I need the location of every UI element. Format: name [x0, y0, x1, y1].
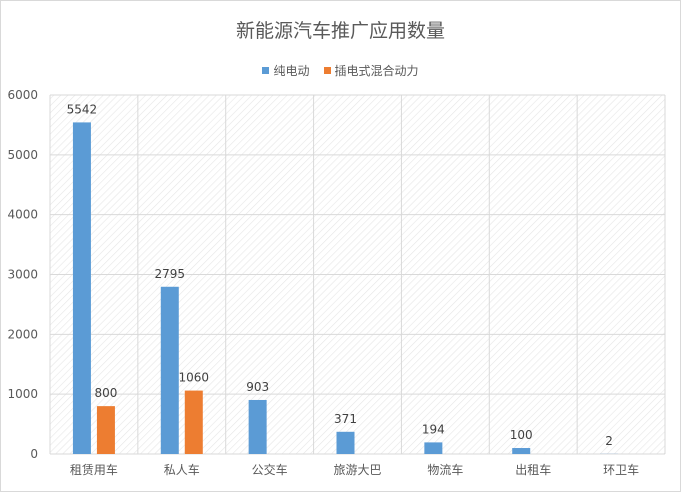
data-label: 194 [422, 422, 445, 436]
data-label: 2795 [155, 267, 186, 281]
bar-series-1 [424, 442, 443, 454]
bar-series-2 [96, 406, 115, 454]
legend-label-series-2: 插电式混合动力 [334, 64, 419, 78]
y-tick-label: 5000 [7, 148, 38, 162]
x-tick-label: 环卫车 [603, 462, 639, 477]
legend-item-series-2: 插电式混合动力 [323, 62, 419, 79]
x-tick-label: 物流车 [427, 462, 463, 477]
bar-series-1 [160, 286, 179, 454]
y-tick-label: 6000 [7, 88, 38, 102]
bar-series-1 [72, 122, 91, 455]
data-label: 5542 [67, 102, 98, 116]
data-label: 371 [334, 412, 357, 426]
legend-swatch-series-1 [262, 67, 270, 74]
data-label: 1060 [179, 371, 210, 385]
x-tick-label: 私人车 [164, 462, 200, 477]
data-label: 2 [605, 434, 613, 448]
bar-series-1 [336, 431, 355, 454]
x-tick-label: 公交车 [252, 462, 288, 477]
chart-title: 新能源汽车推广应用数量 [235, 20, 445, 42]
y-tick-label: 4000 [7, 208, 38, 222]
legend-label-series-1: 纯电动 [273, 64, 310, 78]
data-label: 800 [94, 386, 117, 400]
y-tick-label: 1000 [7, 387, 38, 401]
x-tick-label: 旅游大巴 [333, 463, 381, 477]
legend-item-series-1: 纯电动 [262, 62, 310, 79]
y-tick-label: 3000 [7, 268, 38, 282]
x-tick-label: 租赁用车 [70, 462, 118, 477]
bar-series-1 [512, 448, 531, 454]
bar-series-1 [248, 399, 267, 454]
x-tick-label: 出租车 [515, 462, 551, 477]
bar-series-2 [184, 390, 203, 454]
legend: 纯电动 插电式混合动力 [0, 62, 681, 79]
y-tick-label: 2000 [7, 327, 38, 341]
y-tick-label: 0 [30, 447, 38, 461]
data-label: 903 [246, 380, 269, 394]
legend-swatch-series-2 [323, 67, 331, 74]
data-label: 100 [510, 428, 533, 442]
